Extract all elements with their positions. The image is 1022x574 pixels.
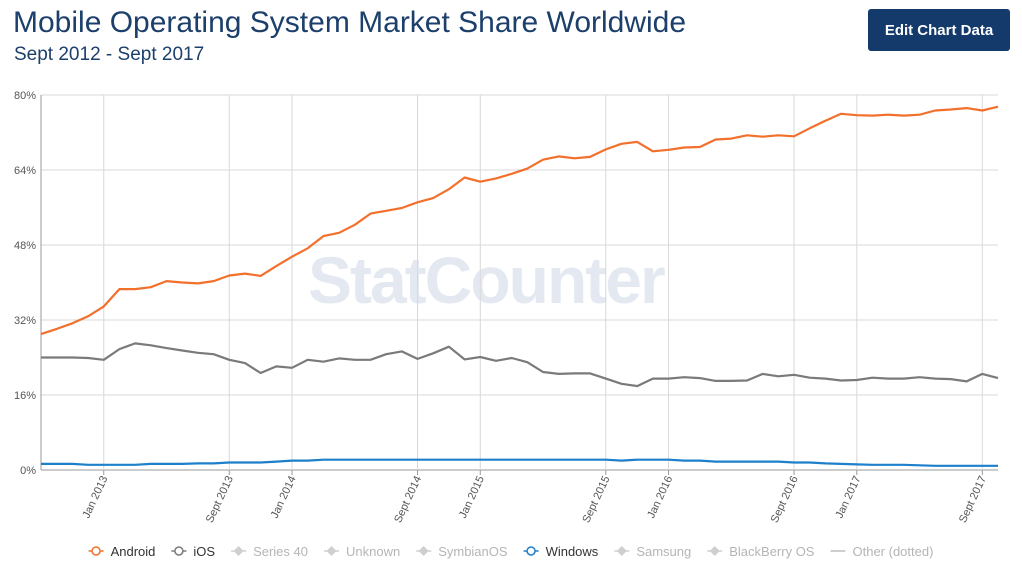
x-tick-label: Jan 2017 [834,474,864,520]
legend-label: iOS [193,544,215,559]
y-tick-label: 80% [14,90,36,102]
x-tick-label: Jan 2014 [269,474,299,520]
chart-subtitle: Sept 2012 - Sept 2017 [14,44,205,65]
legend-label: BlackBerry OS [729,544,815,559]
legend-item-series-40[interactable]: Series 40 [231,544,308,559]
legend-marker-diamond [418,546,429,556]
legend-item-ios[interactable]: iOS [171,544,215,559]
y-axis: 0% 16% 32% 48% 64% 80% [14,90,36,477]
statcounter-watermark: StatCounter [308,243,665,317]
legend-marker-circle [526,546,536,556]
chart-title: Mobile Operating System Market Share Wor… [13,6,687,39]
legend-item-symbianos[interactable]: SymbianOS [416,544,508,559]
x-tick-label: Sept 2013 [204,474,236,525]
legend-marker-diamond [233,546,244,556]
series-line-windows [41,458,998,467]
y-tick-label: 32% [14,315,36,327]
series-line-ios [41,342,999,388]
edit-chart-data-button[interactable]: Edit Chart Data [868,9,1010,51]
x-axis: Jan 2013 Sept 2013 Jan 2014 Sept 2014 Jan 20… [80,470,989,525]
legend-item-blackberry-os[interactable]: BlackBerry OS [707,544,815,559]
series-line-android [40,105,999,336]
y-tick-label: 48% [14,240,36,252]
legend-label: Windows [546,544,599,559]
x-tick-label: Jan 2015 [457,474,487,520]
x-tick-label: Sept 2014 [392,474,424,525]
legend-marker-circle [174,546,184,556]
legend: Android iOS Series 40 Unknown SymbianOS Windo… [88,544,933,559]
legend-label: Series 40 [253,544,308,559]
legend-item-samsung[interactable]: Samsung [614,544,691,559]
legend-label: Samsung [636,544,691,559]
legend-item-windows[interactable]: Windows [523,544,599,559]
legend-item-android[interactable]: Android [88,544,156,559]
legend-marker-diamond [709,546,720,556]
series-lines [40,105,999,467]
legend-marker-diamond [616,546,627,556]
x-tick-label: Sept 2015 [580,474,612,525]
legend-label: Android [111,544,156,559]
legend-marker-circle [91,546,101,556]
x-tick-label: Jan 2013 [80,474,110,520]
grid-lines [40,94,998,471]
y-tick-label: 64% [14,165,36,177]
legend-label: SymbianOS [438,544,508,559]
legend-item-other-dotted[interactable]: Other (dotted) [830,544,933,559]
x-tick-label: Sept 2016 [769,474,801,525]
legend-item-unknown[interactable]: Unknown [323,544,400,559]
legend-label: Other (dotted) [852,544,933,559]
x-tick-label: Sept 2017 [957,474,989,525]
legend-marker-diamond [326,546,337,556]
x-tick-label: Jan 2016 [645,474,675,520]
legend-label: Unknown [346,544,400,559]
y-tick-label: 16% [14,390,36,402]
y-tick-label: 0% [20,465,36,477]
